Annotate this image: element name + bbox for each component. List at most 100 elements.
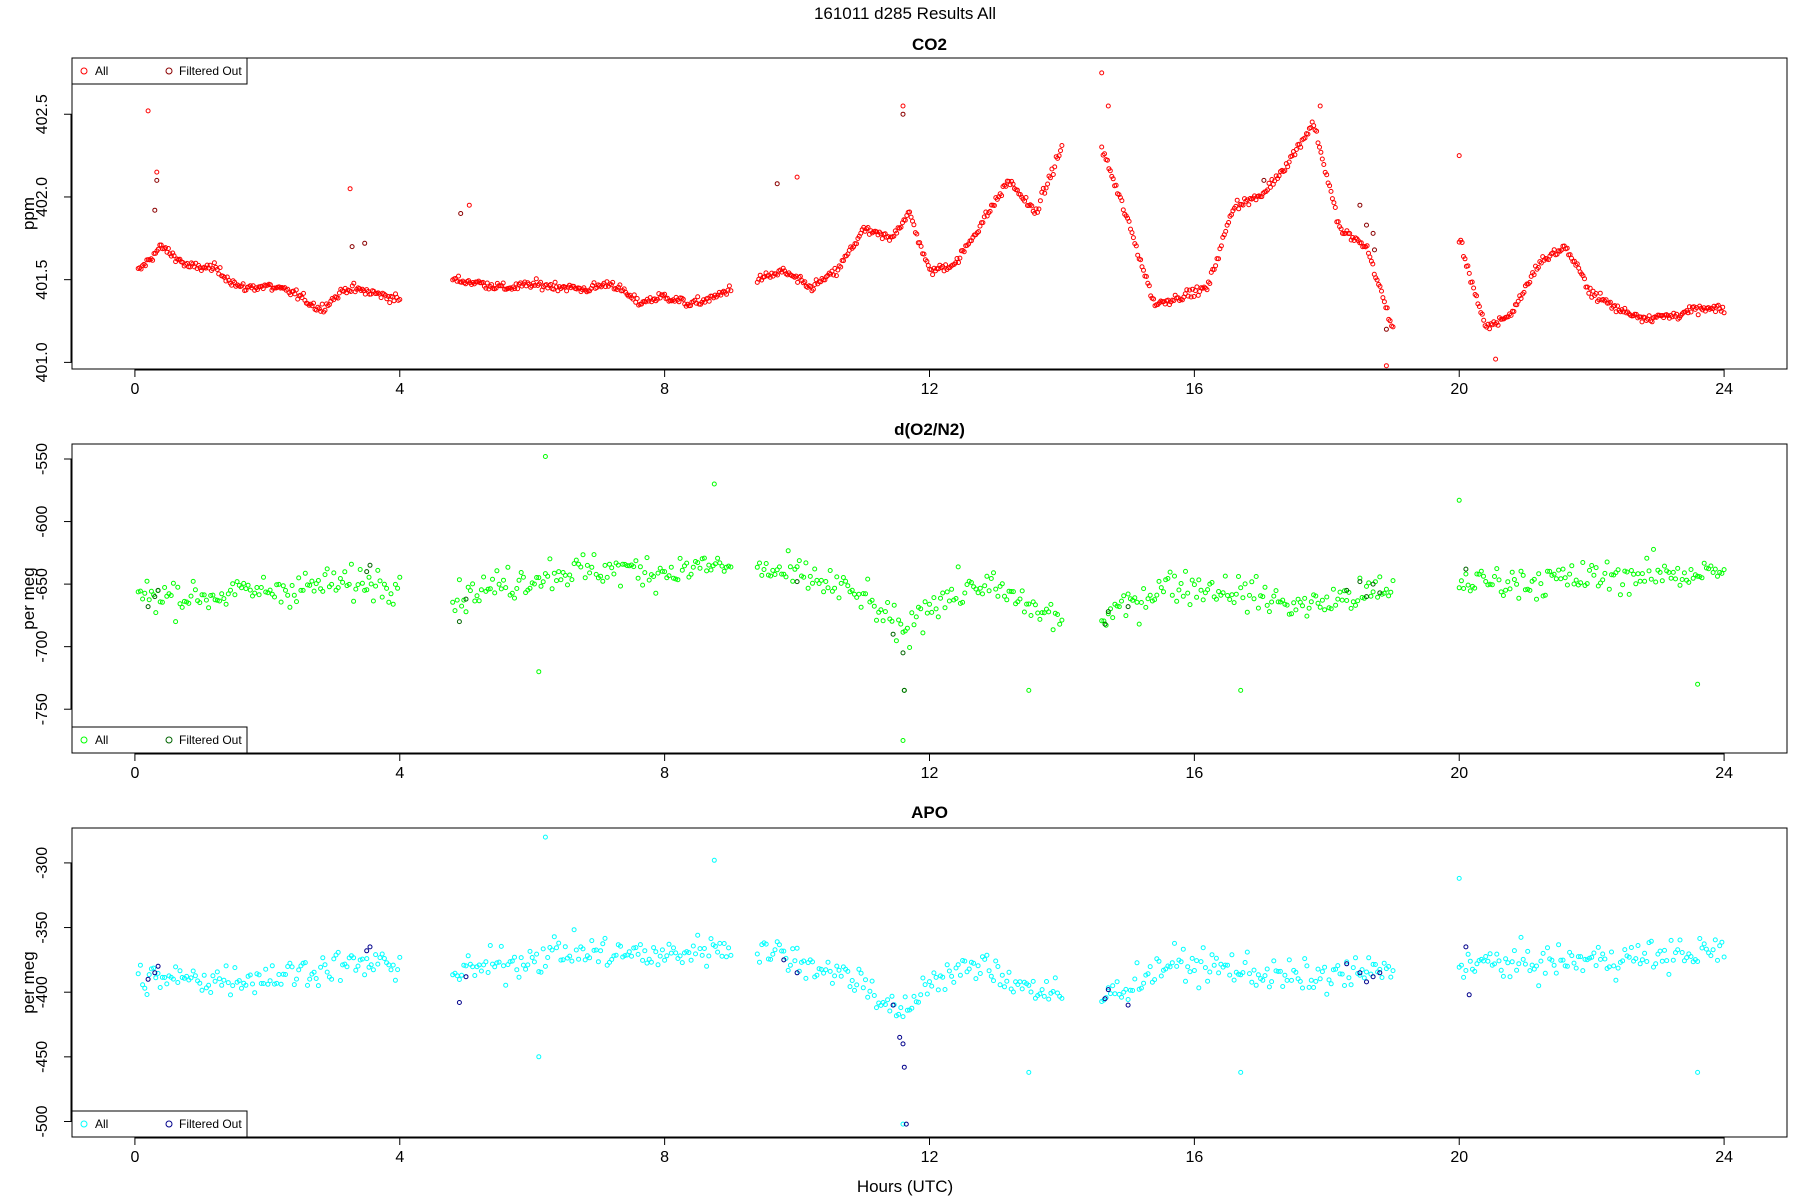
filtered-point: [901, 687, 907, 693]
data-point: [898, 1005, 904, 1011]
data-point: [787, 962, 793, 968]
data-point: [267, 978, 273, 984]
data-point: [1260, 977, 1266, 983]
data-point: [229, 282, 235, 288]
data-point: [721, 568, 727, 574]
data-point: [1289, 153, 1295, 159]
data-point: [688, 571, 694, 577]
data-point: [1302, 595, 1308, 601]
data-point: [1344, 959, 1350, 965]
data-point: [1010, 589, 1016, 595]
data-point: [1324, 172, 1330, 178]
data-point: [1564, 245, 1570, 251]
data-point: [1213, 955, 1219, 961]
data-point: [1459, 240, 1465, 245]
data-point: [1304, 613, 1310, 619]
data-point: [1626, 954, 1632, 960]
data-point: [552, 279, 558, 285]
data-point: [1293, 607, 1299, 613]
data-point: [1227, 597, 1233, 602]
data-point: [1607, 299, 1613, 305]
data-point: [914, 231, 920, 237]
data-point: [961, 249, 967, 255]
data-point: [637, 942, 643, 948]
data-point: [1503, 587, 1509, 593]
data-point: [991, 203, 997, 208]
data-point: [801, 574, 807, 580]
data-point: [311, 588, 317, 594]
data-point: [1492, 574, 1497, 579]
data-point: [203, 597, 209, 603]
data-point: [145, 108, 151, 114]
data-point: [562, 572, 568, 578]
data-point: [1243, 198, 1249, 204]
data-point: [523, 966, 529, 972]
data-point: [1026, 687, 1032, 693]
data-point: [1143, 274, 1149, 279]
data-point: [1483, 954, 1489, 959]
data-point: [452, 608, 458, 614]
panel-title: APO: [911, 803, 948, 822]
data-point: [1171, 298, 1177, 304]
data-point: [913, 999, 919, 1005]
y-axis-label: ppm: [19, 197, 38, 230]
data-point: [1165, 576, 1171, 581]
legend-label-all: All: [95, 733, 108, 747]
data-point: [810, 959, 815, 965]
data-point: [927, 601, 932, 607]
data-point: [1328, 981, 1334, 987]
x-tick-label: 4: [395, 765, 404, 782]
data-point: [540, 579, 546, 585]
filtered-point: [774, 181, 780, 187]
data-point: [1542, 970, 1548, 976]
data-point: [357, 567, 363, 572]
data-point: [1264, 966, 1270, 972]
data-point: [763, 941, 769, 947]
data-point: [255, 287, 260, 292]
data-point: [1688, 567, 1694, 572]
data-point: [228, 587, 233, 593]
data-point: [291, 982, 297, 988]
data-point: [1240, 202, 1246, 208]
data-point: [1493, 356, 1499, 362]
data-point: [542, 963, 548, 969]
data-point: [1174, 963, 1180, 969]
data-point: [637, 564, 643, 570]
data-point: [587, 955, 593, 961]
data-point: [1644, 555, 1650, 561]
data-point: [677, 953, 683, 959]
data-point: [1269, 979, 1275, 985]
data-point: [239, 985, 244, 991]
data-point: [1110, 615, 1116, 621]
data-point: [1364, 969, 1369, 975]
data-point: [995, 593, 1001, 599]
data-point: [184, 973, 190, 979]
filtered-point: [456, 1000, 462, 1005]
data-point: [964, 582, 970, 587]
data-point: [531, 959, 537, 965]
data-point: [1002, 593, 1007, 599]
filtered-point: [1364, 222, 1369, 228]
data-point: [1346, 975, 1352, 981]
filtered-point: [1377, 970, 1383, 976]
data-point: [1495, 322, 1501, 328]
filtered-point: [794, 970, 800, 976]
data-point: [654, 296, 660, 302]
data-point: [1717, 943, 1723, 949]
data-point: [1529, 962, 1535, 968]
data-point: [942, 605, 948, 611]
data-point: [1152, 597, 1158, 603]
data-point: [1174, 598, 1180, 604]
data-point: [1134, 599, 1140, 605]
data-point: [1593, 963, 1599, 969]
data-point: [1668, 937, 1674, 943]
filtered-point: [1463, 566, 1469, 572]
data-point: [942, 987, 948, 992]
data-point: [1370, 589, 1376, 595]
data-point: [324, 969, 330, 975]
data-point: [150, 257, 156, 263]
panel-1: CO2 0 4 8 12 16 20 24 401.0 401.5 402.0 402.5 ppm All…: [19, 35, 1788, 398]
data-point: [1359, 595, 1365, 600]
data-point: [1311, 123, 1317, 129]
data-point: [1379, 288, 1384, 294]
